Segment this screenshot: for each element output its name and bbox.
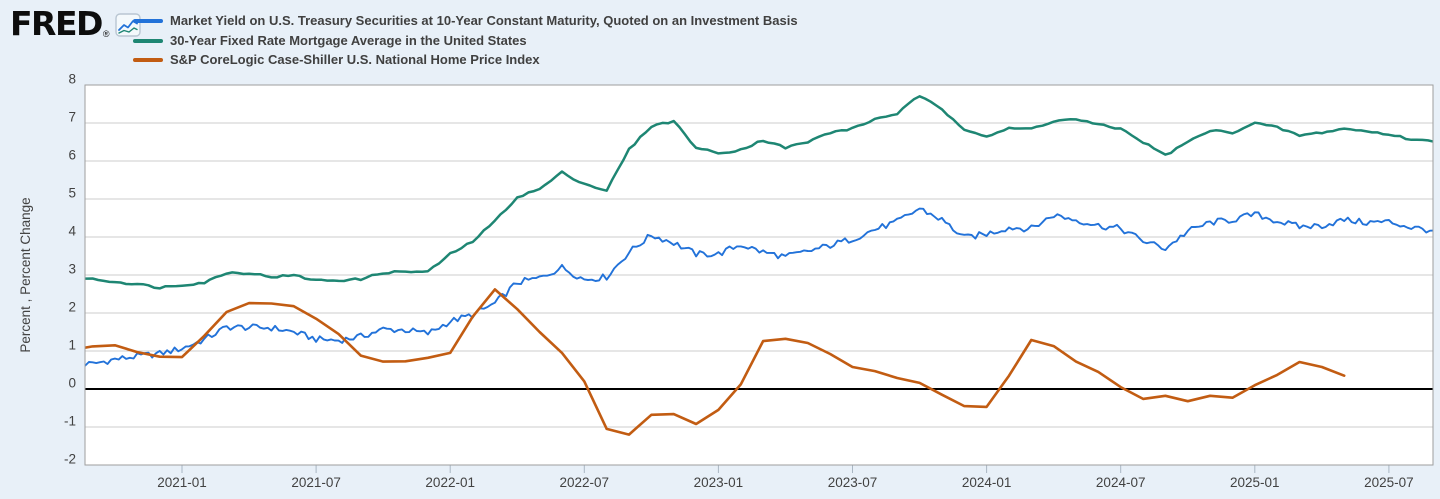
legend-swatch-case-shiller <box>133 58 163 62</box>
y-axis-title: Percent , Percent Change <box>18 197 33 352</box>
y-tick-label-6: 6 <box>68 148 76 163</box>
y-tick-label-5: 5 <box>68 186 76 201</box>
series-line-mortgage-30yr[interactable] <box>70 95 1433 290</box>
registered-trademark: ® <box>102 29 110 39</box>
x-tick-label-2024-01: 2024-01 <box>962 475 1012 490</box>
x-tick-label-2022-07: 2022-07 <box>560 475 610 490</box>
legend-swatch-mortgage-30yr <box>133 38 163 43</box>
legend-label-case-shiller: S&P CoreLogic Case-Shiller U.S. National… <box>170 52 540 67</box>
y-tick-label-2: 2 <box>68 300 76 315</box>
y-tick-label--1: -1 <box>64 414 76 429</box>
x-tick-label-2021-07: 2021-07 <box>291 475 341 490</box>
y-tick-label-0: 0 <box>68 376 76 391</box>
y-tick-label-3: 3 <box>68 262 76 277</box>
legend-swatch-treasury-10yr <box>133 19 163 23</box>
series-line-case-shiller-hpi[interactable] <box>70 288 1346 436</box>
x-tick-label-2023-07: 2023-07 <box>828 475 878 490</box>
legend: Market Yield on U.S. Treasury Securities… <box>133 12 798 71</box>
legend-label-mortgage-30yr: 30-Year Fixed Rate Mortgage Average in t… <box>170 32 527 48</box>
legend-item-mortgage-30yr: 30-Year Fixed Rate Mortgage Average in t… <box>133 32 798 52</box>
x-tick-label-2025-07: 2025-07 <box>1364 475 1414 490</box>
y-tick-label-1: 1 <box>68 338 76 353</box>
x-tick-label-2025-01: 2025-01 <box>1230 475 1280 490</box>
x-tick-label-2024-07: 2024-07 <box>1096 475 1146 490</box>
legend-item-treasury-10yr: Market Yield on U.S. Treasury Securities… <box>133 12 798 32</box>
y-tick-label-8: 8 <box>68 72 76 87</box>
y-tick-label-7: 7 <box>68 110 76 125</box>
legend-label-treasury-10yr: Market Yield on U.S. Treasury Securities… <box>170 13 798 28</box>
y-tick-label-4: 4 <box>68 224 76 239</box>
legend-item-case-shiller: S&P CoreLogic Case-Shiller U.S. National… <box>133 51 798 71</box>
y-tick-label--2: -2 <box>64 452 76 467</box>
series-line-treasury-10yr[interactable] <box>70 207 1433 367</box>
fred-wordmark: FRED <box>10 4 103 43</box>
fred-logo[interactable]: FRED ® <box>10 6 141 42</box>
x-tick-label-2021-01: 2021-01 <box>157 475 207 490</box>
x-tick-label-2022-01: 2022-01 <box>425 475 475 490</box>
x-tick-label-2023-01: 2023-01 <box>694 475 744 490</box>
plot-border <box>84 84 1434 466</box>
